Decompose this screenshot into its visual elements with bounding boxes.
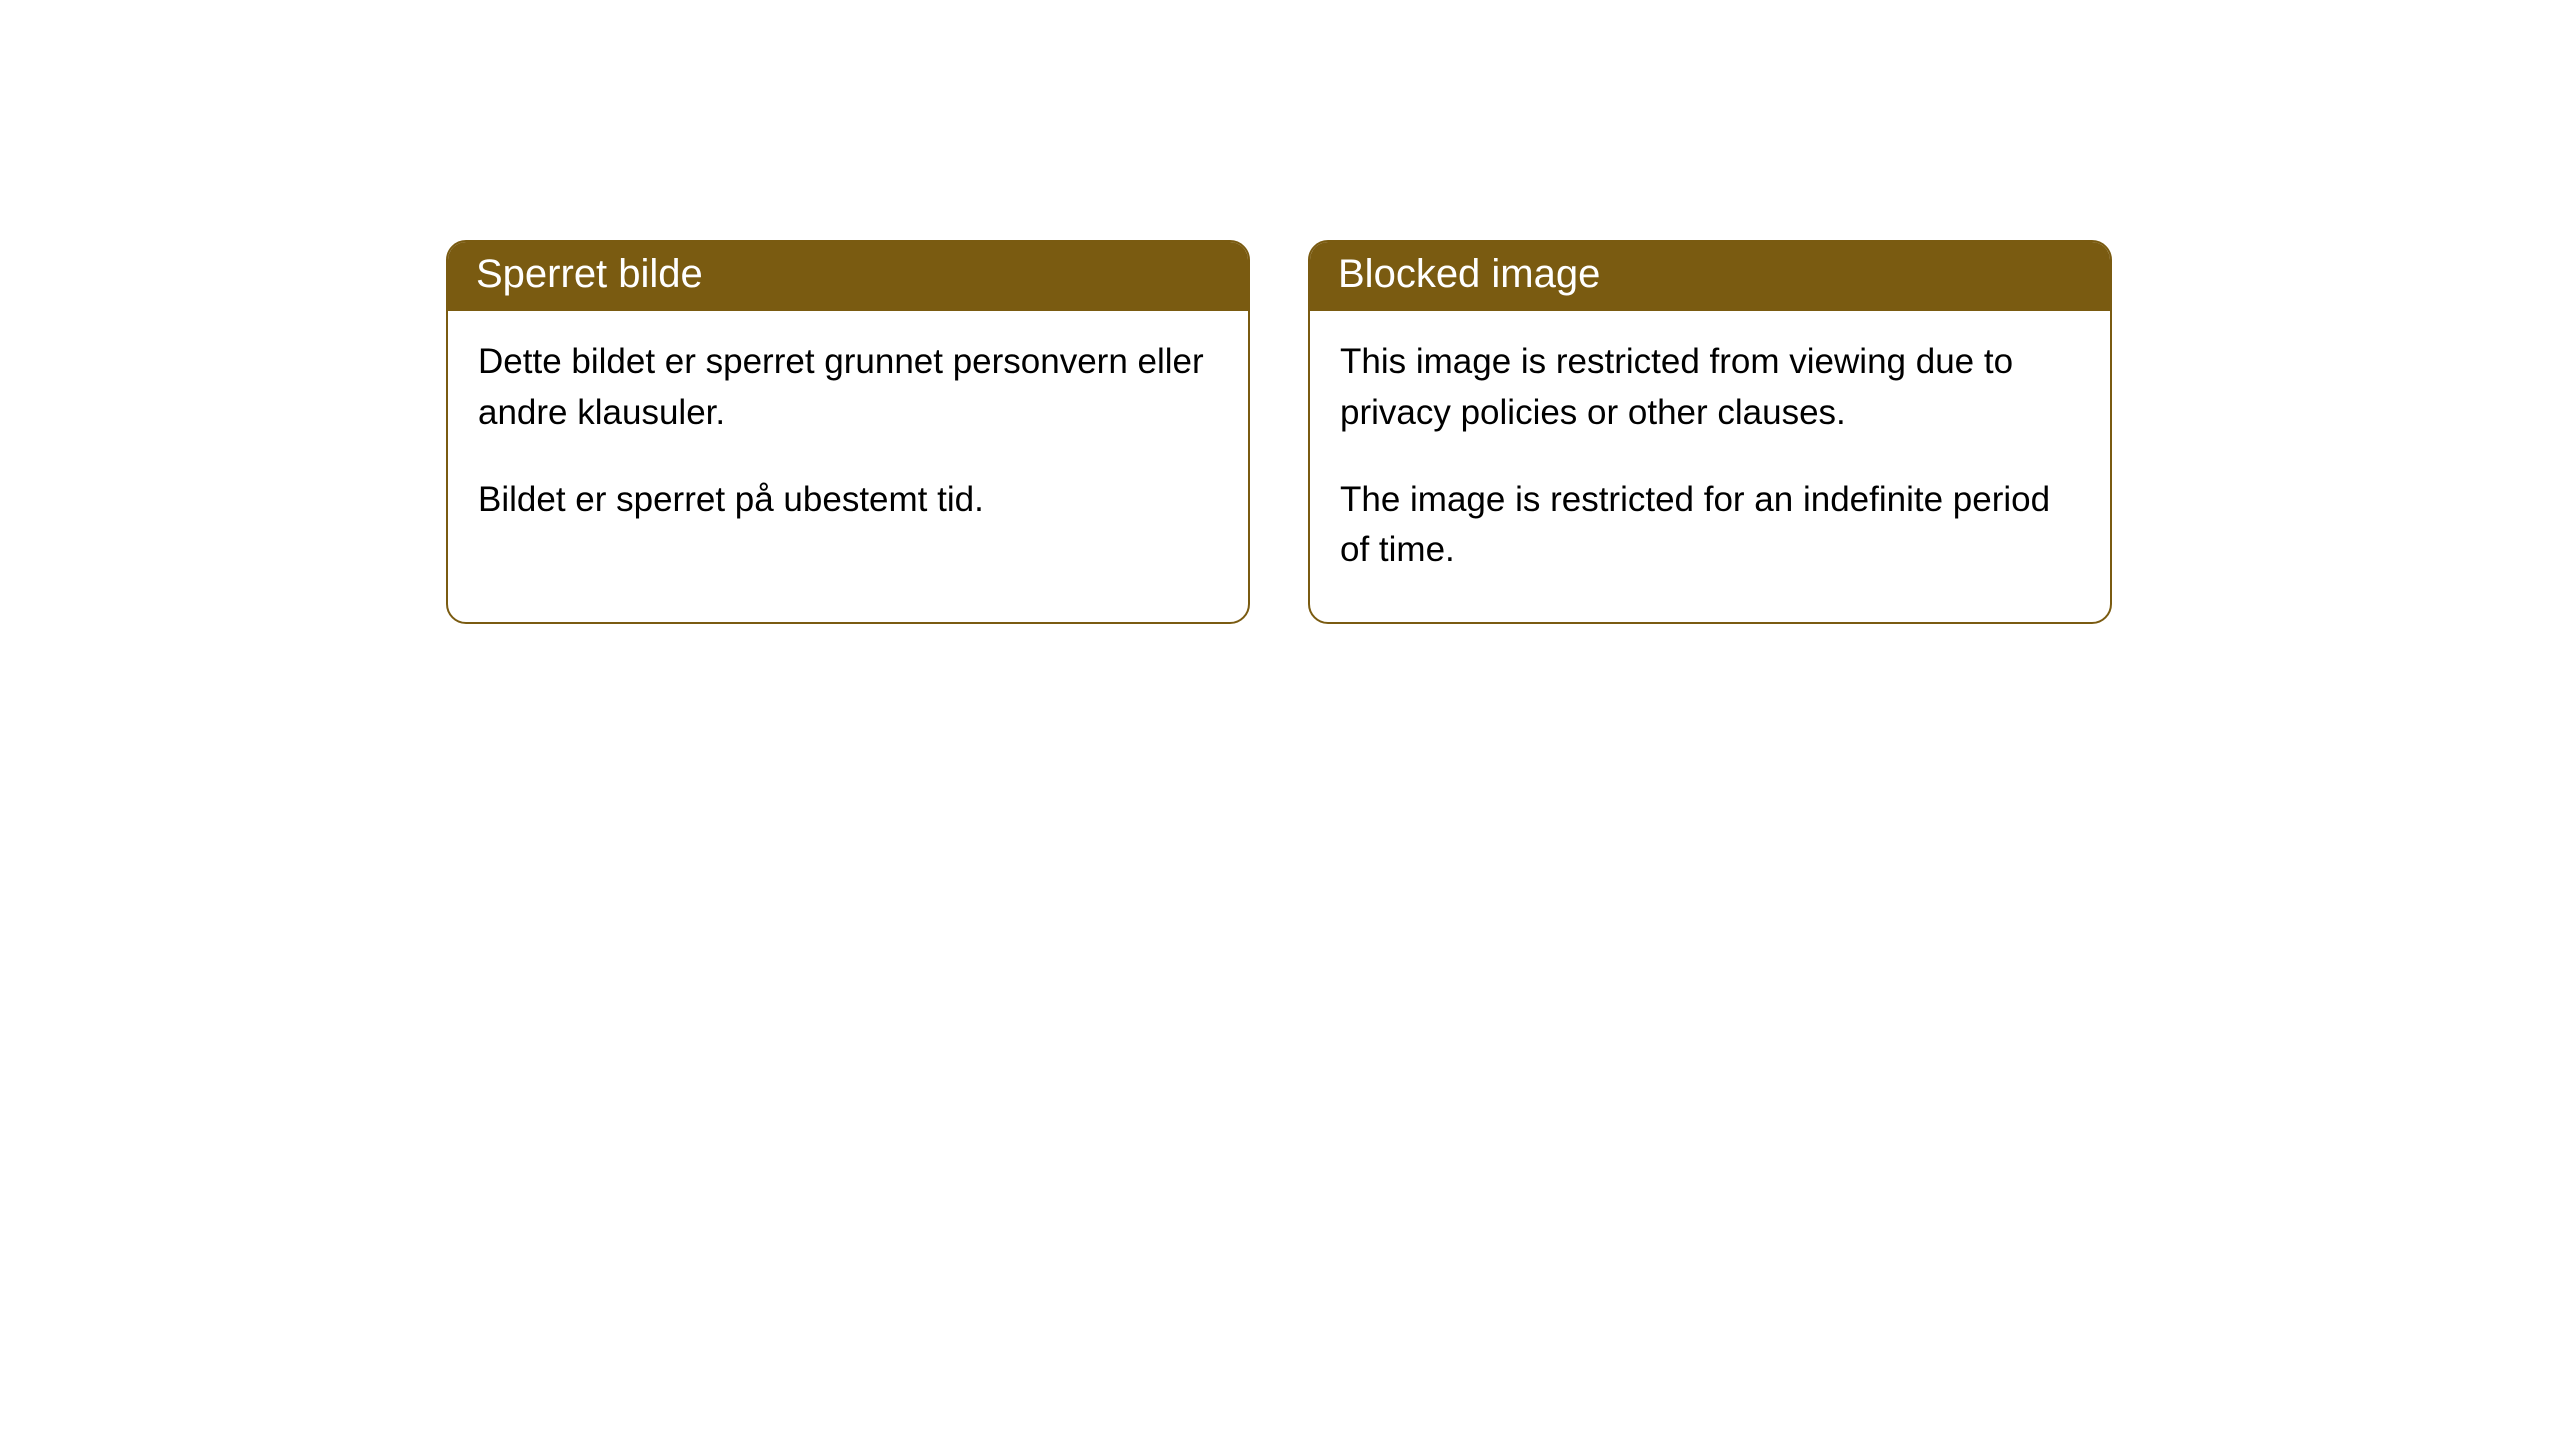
card-body-english: This image is restricted from viewing du… [1310, 311, 2110, 622]
card-paragraph: Bildet er sperret på ubestemt tid. [478, 475, 1218, 526]
card-paragraph: This image is restricted from viewing du… [1340, 337, 2080, 439]
card-header-english: Blocked image [1310, 242, 2110, 311]
blocked-image-card-norwegian: Sperret bilde Dette bildet er sperret gr… [446, 240, 1250, 624]
card-title: Blocked image [1338, 252, 1600, 296]
card-paragraph: Dette bildet er sperret grunnet personve… [478, 337, 1218, 439]
card-title: Sperret bilde [476, 252, 703, 296]
card-header-norwegian: Sperret bilde [448, 242, 1248, 311]
card-body-norwegian: Dette bildet er sperret grunnet personve… [448, 311, 1248, 571]
cards-container: Sperret bilde Dette bildet er sperret gr… [0, 0, 2560, 624]
card-paragraph: The image is restricted for an indefinit… [1340, 475, 2080, 577]
blocked-image-card-english: Blocked image This image is restricted f… [1308, 240, 2112, 624]
